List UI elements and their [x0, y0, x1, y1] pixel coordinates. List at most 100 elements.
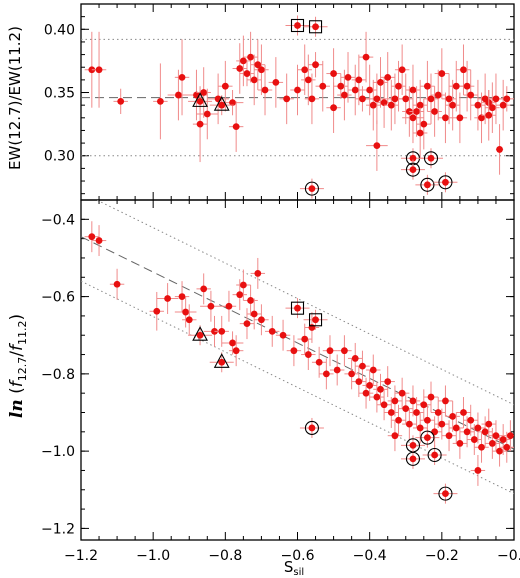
point-marker: [445, 432, 453, 440]
point-marker: [420, 120, 428, 128]
top-data-point: [228, 101, 244, 152]
bottom-marked-point-square: [285, 298, 310, 319]
point-marker: [196, 97, 204, 105]
point-marker: [250, 310, 258, 318]
point-marker: [474, 424, 482, 432]
top-data-point: [380, 52, 395, 103]
bottom-marked-point-circle: [299, 417, 324, 438]
bottom-data-point: [362, 370, 377, 401]
bottom-data-point: [275, 319, 291, 351]
point-marker: [369, 101, 377, 109]
point-marker: [377, 79, 384, 86]
circle-marker: [304, 420, 319, 436]
point-marker: [424, 434, 431, 442]
point-marker: [398, 389, 406, 397]
bottom-marked-point-circle: [400, 448, 425, 469]
triangle-marker: [192, 92, 208, 107]
bottom-data-point: [337, 335, 352, 367]
point-marker: [243, 320, 251, 328]
point-marker: [424, 82, 431, 90]
point-marker: [445, 95, 453, 103]
bottom-data-point: [481, 408, 496, 440]
point-marker: [387, 101, 395, 109]
point-marker: [442, 114, 449, 122]
bottom-data-point: [358, 377, 374, 409]
bottom-data-point: [441, 420, 457, 452]
point-marker: [312, 316, 319, 324]
top-data-point: [239, 60, 255, 87]
top-data-point: [499, 86, 514, 112]
top-data-point: [268, 57, 284, 108]
top-marked-point-circle: [400, 159, 425, 180]
bottom-data-point: [467, 424, 482, 455]
point-marker: [384, 73, 392, 81]
top-data-point: [91, 31, 107, 108]
point-marker: [283, 95, 291, 103]
bottom-data-point: [348, 342, 363, 374]
point-marker: [474, 467, 482, 474]
point-marker: [409, 86, 417, 94]
top-y-tick-label: 0.30: [44, 149, 75, 165]
point-marker: [290, 347, 298, 355]
point-marker: [312, 61, 319, 69]
point-marker: [258, 316, 265, 324]
point-marker: [492, 432, 500, 440]
point-marker: [503, 95, 511, 103]
bottom-data-point: [463, 404, 478, 436]
top-data-point: [113, 88, 128, 115]
point-marker: [178, 73, 186, 81]
top-data-point: [441, 73, 457, 125]
point-marker: [409, 397, 417, 405]
point-marker: [427, 95, 435, 103]
bottom-data-point: [301, 339, 316, 370]
top-data-point: [485, 82, 500, 133]
point-marker: [362, 389, 370, 397]
point-marker: [449, 412, 457, 420]
point-marker: [485, 111, 493, 119]
bottom-data-point: [109, 268, 125, 300]
point-marker: [438, 420, 446, 428]
top-data-point: [470, 79, 486, 131]
point-marker: [196, 331, 204, 339]
bottom-marked-point-circle: [400, 435, 425, 456]
point-marker: [442, 490, 449, 498]
point-marker: [232, 123, 240, 131]
top-data-point: [297, 44, 312, 96]
point-marker: [319, 82, 327, 90]
bottom-marked-point-triangle: [209, 352, 234, 373]
point-marker: [434, 91, 442, 99]
point-marker: [301, 66, 309, 74]
point-marker: [178, 293, 186, 300]
point-marker: [200, 285, 208, 293]
point-marker: [402, 405, 410, 413]
point-marker: [366, 382, 374, 389]
point-marker: [156, 97, 164, 105]
point-marker: [481, 428, 489, 436]
bottom-marked-point-square: [303, 309, 328, 330]
bottom-data-point: [402, 408, 417, 440]
point-marker: [434, 409, 442, 416]
point-marker: [236, 291, 244, 299]
point-marker: [398, 66, 406, 74]
point-marker: [485, 420, 493, 428]
bottom-data-point: [398, 393, 413, 425]
point-marker: [261, 86, 269, 94]
point-marker: [431, 451, 439, 459]
point-marker: [351, 355, 359, 362]
bottom-data-point: [438, 385, 453, 417]
point-marker: [359, 95, 366, 103]
point-marker: [467, 416, 475, 424]
top-data-point: [438, 92, 453, 144]
point-marker: [164, 295, 172, 302]
bottom-data-point: [488, 420, 504, 452]
point-marker: [268, 327, 276, 335]
bottom-data-point: [243, 285, 258, 316]
point-marker: [391, 432, 399, 440]
top-data-point: [366, 79, 381, 131]
bottom-data-point: [329, 354, 345, 386]
top-data-point: [358, 31, 374, 83]
bottom-plot-area: [81, 200, 514, 504]
point-marker: [88, 233, 96, 241]
point-marker: [272, 79, 280, 86]
